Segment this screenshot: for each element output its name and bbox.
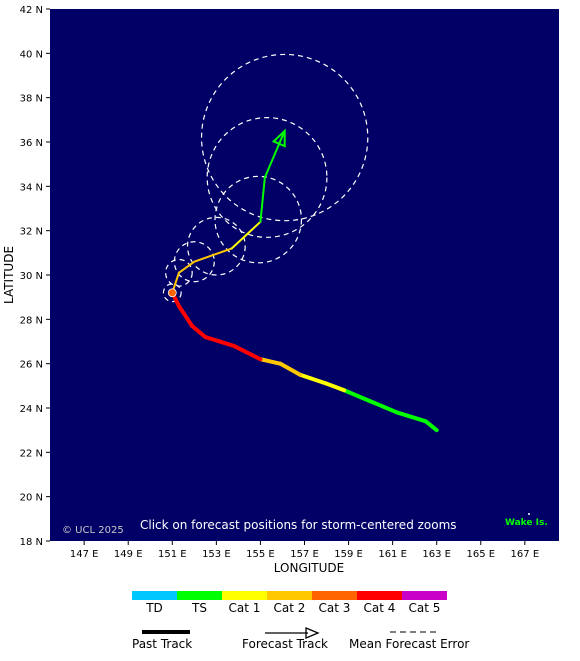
lon-tick-label: 161 E	[378, 549, 407, 560]
copyright-text: © UCL 2025	[62, 525, 124, 536]
lat-tick-label: 38 N	[20, 94, 43, 105]
legend-swatch-cat3	[312, 591, 357, 600]
legend-label-cat1: Cat 1	[228, 601, 261, 615]
forecast-track-segment[interactable]	[177, 260, 196, 274]
latitude-ticks: 18 N 20 N 22 N 24 N 26 N 28 N 30 N 32 N 34 N 36 N…	[20, 5, 50, 548]
legend: TD TS Cat 1 Cat 2 Cat 3 Cat 4 Cat 5 Past Track…	[0, 580, 580, 661]
forecast-track-segment[interactable]	[193, 247, 233, 263]
lon-tick-label: 163 E	[422, 549, 451, 560]
lat-tick-label: 22 N	[20, 448, 43, 459]
past-track-segment	[231, 343, 263, 362]
forecast-error-circles	[162, 53, 369, 303]
legend-label-cat3: Cat 3	[318, 601, 351, 615]
lon-tick-label: 151 E	[158, 549, 187, 560]
past-track-segment	[176, 304, 195, 328]
storm-track-map[interactable]: 18 N 20 N 22 N 24 N 26 N 28 N 30 N 32 N 34 N 36 N…	[0, 0, 580, 580]
legend-swatch-cat1	[222, 591, 267, 600]
wake-island-label[interactable]: Wake Is.	[505, 518, 548, 528]
error-circle	[173, 241, 215, 283]
lon-tick-label: 165 E	[466, 549, 495, 560]
lon-tick-label: 167 E	[511, 549, 540, 560]
current-position-marker[interactable]	[167, 288, 177, 298]
current-position[interactable]	[167, 288, 177, 298]
lat-tick-label: 32 N	[20, 227, 43, 238]
error-circle	[200, 53, 369, 222]
forecast-track-segment[interactable]	[259, 176, 266, 223]
lon-tick-label: 159 E	[334, 549, 363, 560]
lat-tick-label: 30 N	[20, 271, 43, 282]
wake-island-marker	[528, 513, 530, 515]
lat-tick-label: 26 N	[20, 360, 43, 371]
past-track-label: Past Track	[132, 637, 193, 651]
error-circle	[165, 258, 193, 287]
past-track-segment	[423, 419, 439, 433]
y-axis-title: LATITUDE	[2, 246, 16, 304]
legend-label-td: TD	[146, 601, 163, 615]
legend-swatch-ts	[177, 591, 222, 600]
past-track-segment	[258, 357, 283, 366]
past-track-segment	[298, 372, 329, 386]
lat-tick-label: 18 N	[20, 537, 43, 548]
legend-swatch-cat2	[267, 591, 312, 600]
past-track-segment	[342, 388, 373, 404]
forecast-track-label: Forecast Track	[242, 637, 328, 651]
mean-error-label: Mean Forecast Error	[349, 637, 470, 651]
legend-label-ts: TS	[192, 601, 207, 615]
lat-tick-label: 34 N	[20, 182, 43, 193]
ocean-background	[50, 9, 559, 541]
past-track-segment	[278, 361, 303, 377]
legend-swatch-td	[132, 591, 177, 600]
past-track-segment	[395, 410, 428, 424]
past-track-segment	[190, 323, 208, 340]
zoom-hint-text: Click on forecast positions for storm-ce…	[140, 518, 457, 532]
forecast-arrow-icon	[305, 627, 320, 639]
forecast-arrow-icon	[271, 128, 286, 148]
error-circle	[206, 117, 328, 238]
lat-tick-label: 40 N	[20, 49, 43, 60]
lat-tick-label: 28 N	[20, 315, 43, 326]
error-circle	[214, 175, 303, 264]
past-track-segment	[368, 399, 400, 415]
legend-label-cat4: Cat 4	[363, 601, 396, 615]
longitude-ticks: 147 E 149 E 151 E 153 E 155 E 157 E 159 E 161 E…	[70, 541, 539, 560]
lon-tick-label: 155 E	[246, 549, 275, 560]
lon-tick-label: 147 E	[70, 549, 99, 560]
lat-tick-label: 20 N	[20, 493, 43, 504]
forecast-track[interactable]	[171, 128, 286, 294]
lon-tick-label: 157 E	[290, 549, 319, 560]
lat-tick-label: 36 N	[20, 138, 43, 149]
legend-swatch-cat5	[402, 591, 447, 600]
forecast-track-segment[interactable]	[263, 129, 286, 179]
lon-tick-label: 153 E	[202, 549, 231, 560]
lon-tick-label: 149 E	[114, 549, 143, 560]
error-circle	[162, 283, 182, 303]
legend-symbols	[142, 627, 437, 639]
past-track-segment	[324, 381, 347, 393]
past-track-segment	[203, 335, 236, 348]
lat-tick-label: 42 N	[20, 5, 43, 16]
error-circle	[186, 216, 246, 276]
legend-swatch-cat4	[357, 591, 402, 600]
x-axis-title: LONGITUDE	[274, 561, 344, 575]
legend-label-cat5: Cat 5	[408, 601, 441, 615]
forecast-track-segment[interactable]	[230, 220, 262, 250]
legend-label-cat2: Cat 2	[273, 601, 306, 615]
past-track	[170, 290, 439, 433]
lat-tick-label: 24 N	[20, 404, 43, 415]
